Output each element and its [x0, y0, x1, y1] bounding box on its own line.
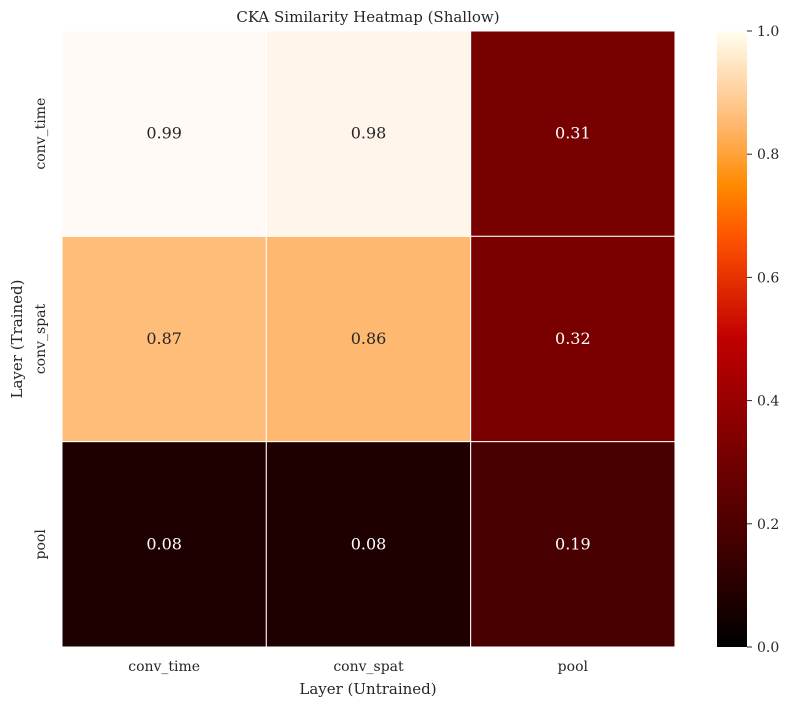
- heatmap-cell: [470, 235, 676, 443]
- cell-value-label: 0.08: [351, 534, 387, 553]
- x-tick-label: pool: [558, 659, 589, 675]
- chart-title: CKA Similarity Heatmap (Shallow): [236, 8, 499, 26]
- heatmap-cell: [61, 235, 267, 443]
- colorbar: [717, 31, 747, 647]
- colorbar-tick-label: 1.0: [757, 24, 779, 40]
- heatmap-cell: [470, 441, 676, 648]
- cell-value-label: 0.31: [555, 124, 591, 143]
- x-axis-label: Layer (Untrained): [299, 680, 436, 698]
- heatmap-cell: [265, 235, 472, 443]
- colorbar-tick-label: 0.6: [757, 270, 779, 286]
- y-tick-label: pool: [33, 529, 49, 560]
- cell-value-label: 0.32: [555, 329, 591, 348]
- x-axis-tick-labels: conv_time conv_spat pool: [128, 659, 588, 675]
- colorbar-tick-label: 0.8: [757, 147, 779, 163]
- heatmap-cell: [470, 30, 676, 237]
- colorbar-tick-label: 0.4: [757, 394, 779, 410]
- heatmap-cell: [61, 441, 267, 648]
- y-tick-label: conv_time: [33, 98, 49, 170]
- cell-value-label: 0.86: [351, 329, 387, 348]
- x-tick-label: conv_time: [128, 659, 200, 675]
- y-tick-label: conv_spat: [33, 303, 49, 374]
- colorbar-ticks: 0.0 0.2 0.4 0.6 0.8 1.0: [747, 24, 779, 656]
- x-tick-label: conv_spat: [333, 659, 404, 675]
- cell-value-label: 0.19: [555, 534, 591, 553]
- colorbar-tick-label: 0.0: [757, 640, 779, 656]
- y-axis-label: Layer (Trained): [8, 280, 26, 399]
- heatmap-cell: [61, 30, 267, 237]
- cell-value-label: 0.08: [146, 534, 182, 553]
- cell-value-label: 0.99: [146, 124, 182, 143]
- cell-value-label: 0.98: [351, 124, 387, 143]
- heatmap-cell: [265, 441, 472, 648]
- heatmap-cell: [265, 30, 472, 237]
- heatmap-cell-labels: 0.99 0.98 0.31 0.87 0.86 0.32 0.08 0.08 0.19: [146, 124, 590, 554]
- heatmap-cells: [61, 30, 676, 648]
- cell-value-label: 0.87: [146, 329, 182, 348]
- colorbar-tick-label: 0.2: [757, 517, 779, 533]
